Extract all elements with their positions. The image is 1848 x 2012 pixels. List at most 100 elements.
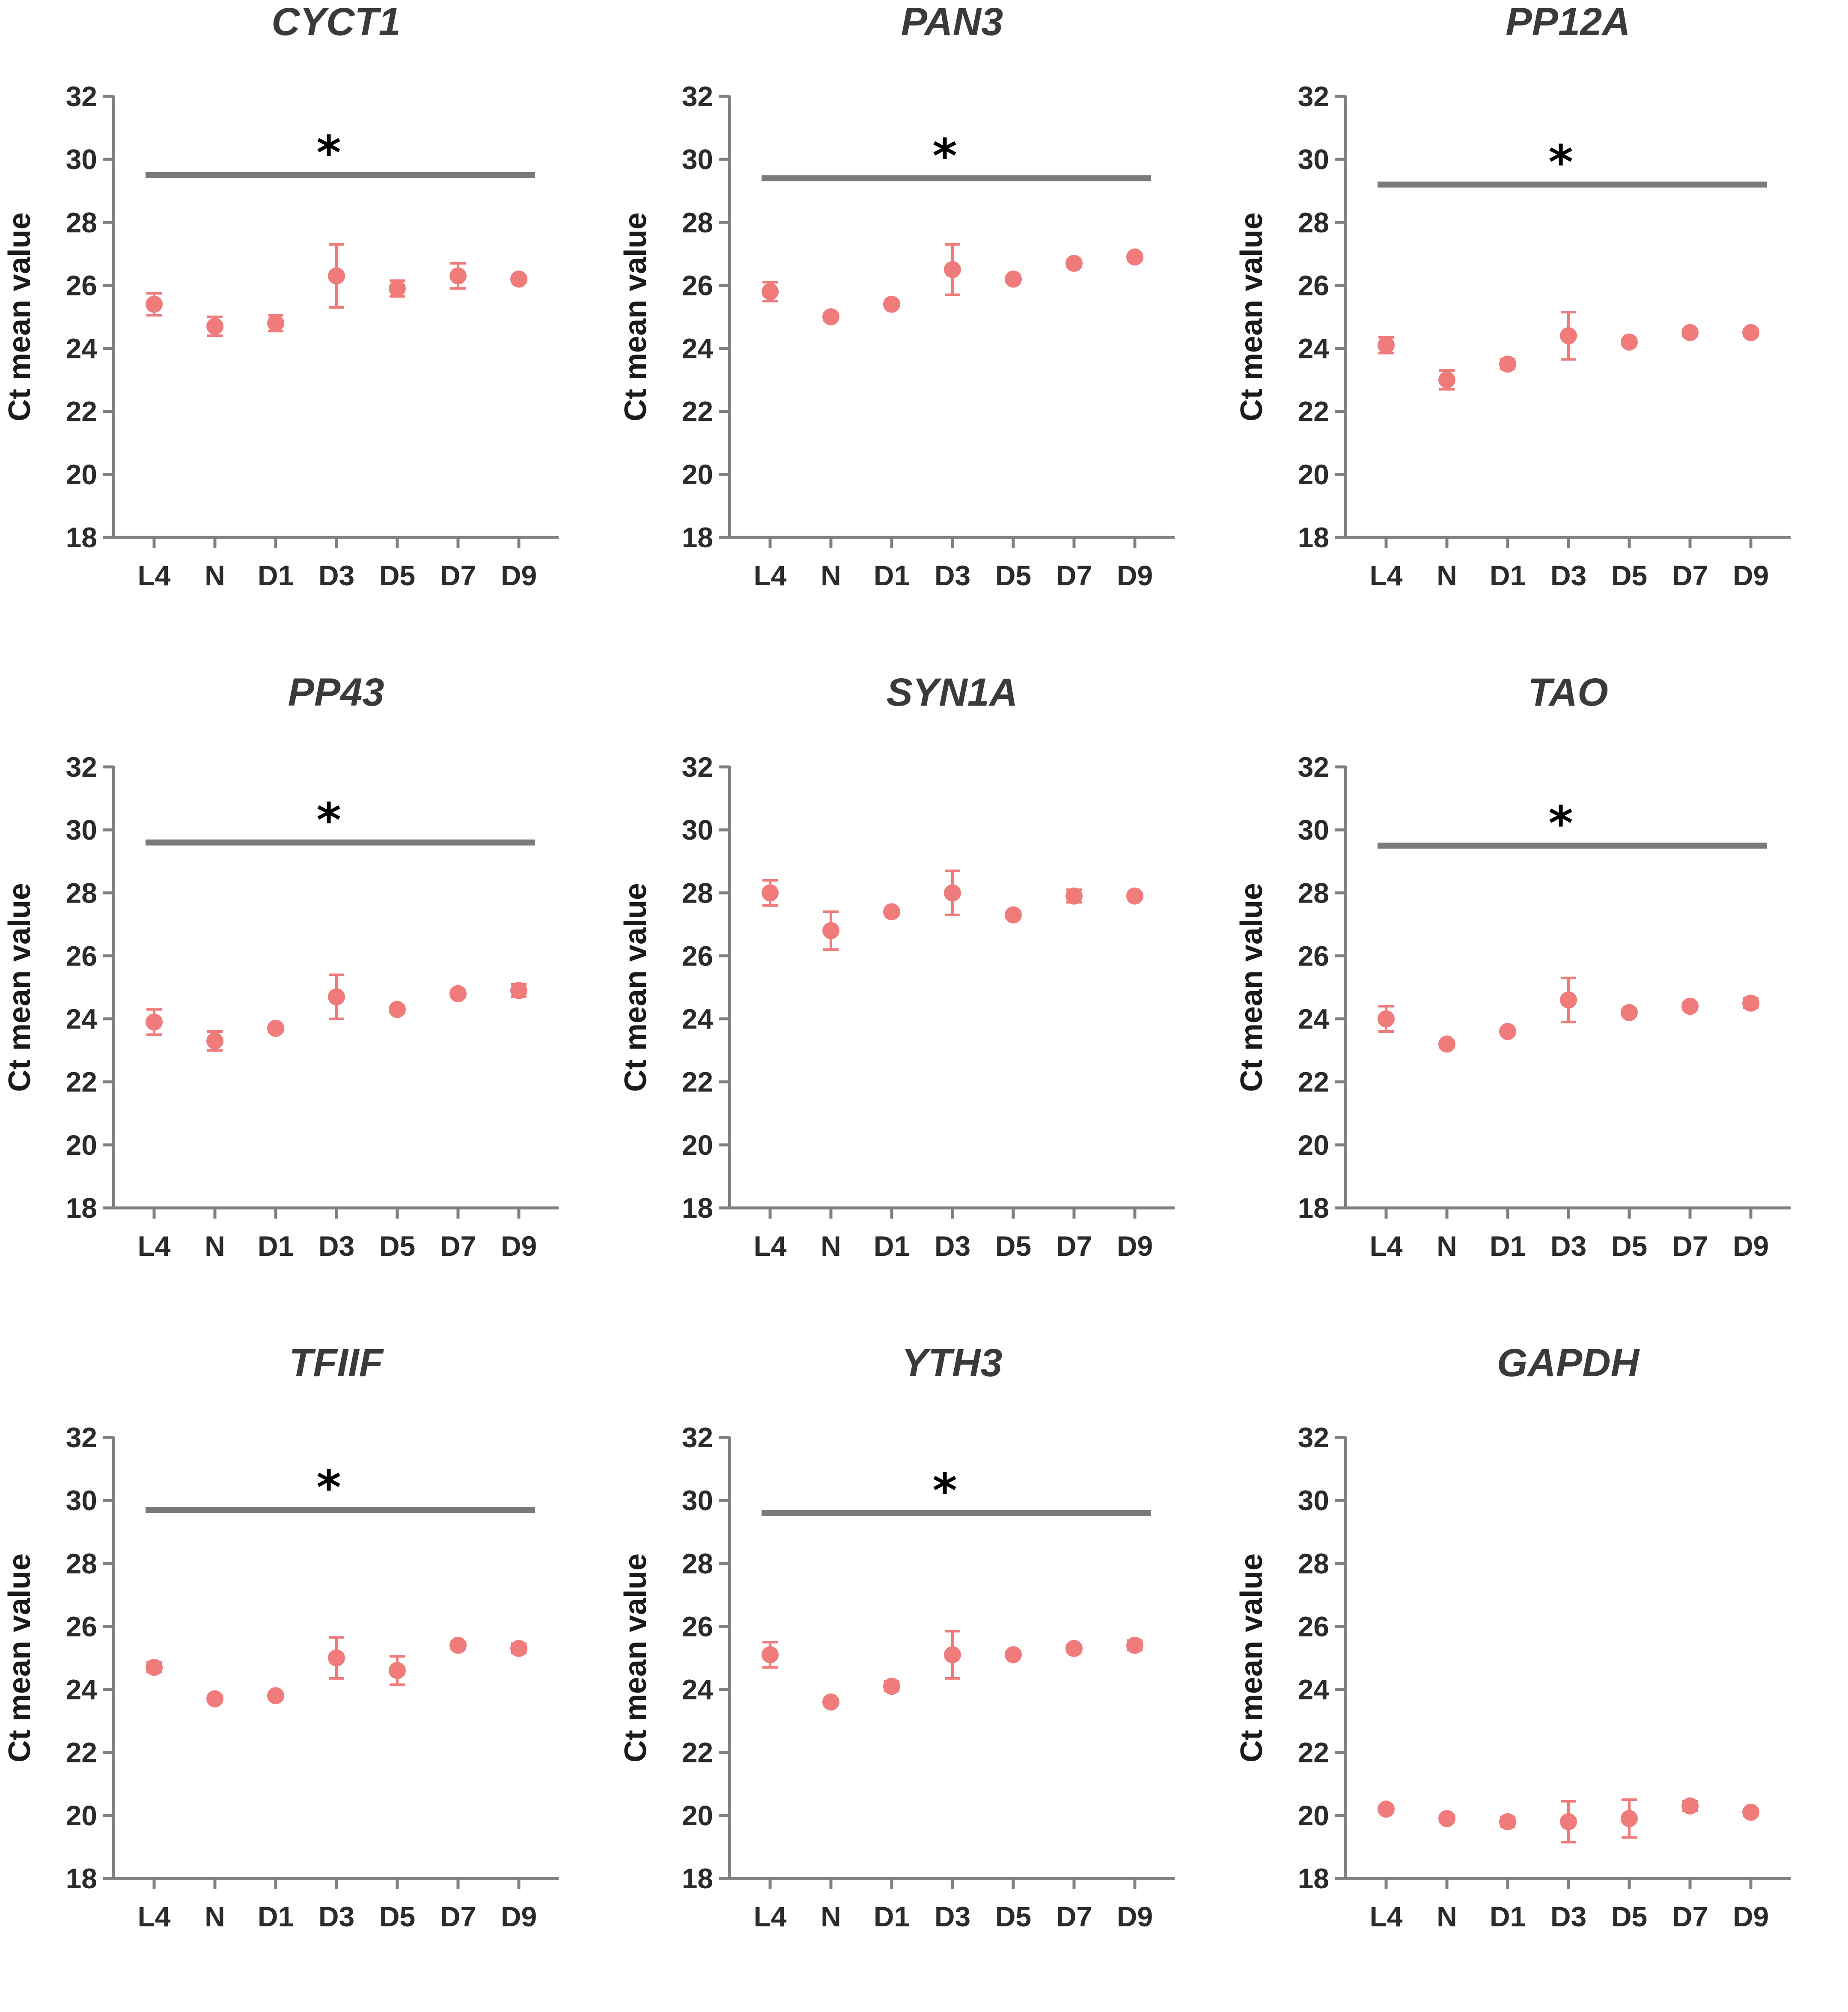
x-tick-label: D9: [1733, 560, 1769, 591]
data-point-d5: [1005, 906, 1022, 924]
data-point-d7: [1065, 887, 1083, 905]
x-tick-label: D3: [1550, 1230, 1586, 1262]
x-tick-label: N: [205, 560, 225, 591]
data-point-d7: [449, 267, 467, 285]
x-tick-label: N: [821, 560, 841, 591]
data-point-d1: [267, 1687, 284, 1705]
x-tick-label: N: [205, 1230, 225, 1262]
y-tick-label: 20: [1298, 459, 1329, 490]
chart-title: TFIIF: [289, 1341, 384, 1385]
x-tick-label: D1: [1490, 1901, 1526, 1932]
y-tick-label: 24: [682, 1003, 714, 1035]
data-point-d3: [944, 1646, 961, 1663]
y-tick-label: 18: [1298, 522, 1329, 553]
data-point-d3: [1560, 1813, 1577, 1830]
chart-title: YTH3: [902, 1341, 1002, 1385]
data-point-d1: [883, 903, 900, 921]
y-tick-label: 18: [682, 1192, 713, 1224]
y-axis-label: Ct mean value: [1235, 883, 1269, 1092]
y-tick-label: 22: [682, 396, 713, 427]
data-point-d7: [449, 985, 467, 1002]
x-tick-label: D7: [1056, 1901, 1092, 1932]
x-tick-label: D9: [1733, 1901, 1769, 1932]
y-tick-label: 20: [1298, 1800, 1329, 1831]
y-tick-label: 20: [1298, 1129, 1329, 1161]
y-tick-label: 24: [66, 1003, 98, 1035]
data-point-d9: [1742, 994, 1759, 1012]
y-tick-label: 28: [682, 206, 713, 238]
y-tick-label: 22: [66, 1737, 97, 1768]
chart-title: PAN3: [901, 0, 1003, 44]
y-tick-label: 28: [682, 877, 713, 909]
chart-svg: PP12A Ct mean value 18 20 22 24 26 28 30 32 L4 N D1 D…: [1235, 0, 1791, 591]
data-point-d9: [1126, 248, 1143, 266]
y-tick-label: 28: [1298, 877, 1329, 909]
chart-panel-pp43: PP43 Ct mean value 18 20 22 24 26 28 30 32 L4 N D1 D3…: [0, 671, 616, 1341]
y-axis-label: Ct mean value: [3, 883, 37, 1092]
data-point-d9: [1126, 887, 1143, 905]
y-tick-label: 32: [682, 751, 713, 783]
data-point-l4: [146, 1659, 163, 1676]
data-point-d1: [1499, 355, 1516, 373]
chart-title: TAO: [1528, 671, 1608, 714]
y-tick-label: 20: [682, 1129, 713, 1161]
y-tick-label: 22: [66, 1066, 97, 1098]
y-tick-label: 26: [682, 269, 713, 301]
y-tick-label: 18: [66, 1192, 97, 1224]
data-point-d5: [1005, 270, 1022, 288]
y-tick-label: 32: [1298, 80, 1329, 112]
y-tick-label: 32: [66, 751, 97, 783]
y-tick-label: 18: [682, 1863, 713, 1894]
y-tick-label: 24: [682, 333, 714, 364]
data-point-n: [1438, 371, 1455, 389]
x-tick-label: D7: [1672, 1230, 1708, 1262]
x-tick-label: D7: [1056, 560, 1092, 591]
data-point-d5: [389, 280, 406, 297]
data-point-d7: [449, 1636, 467, 1654]
chart-panel-tfiif: TFIIF Ct mean value 18 20 22 24 26 28 30 32 L4 N D1 D…: [0, 1341, 616, 2012]
data-point-l4: [146, 295, 163, 313]
x-tick-label: L4: [137, 1230, 170, 1262]
x-tick-label: L4: [1369, 560, 1402, 591]
chart-title: SYN1A: [887, 671, 1018, 714]
data-point-d5: [1621, 1810, 1638, 1827]
data-point-l4: [1378, 1800, 1395, 1818]
chart-svg: GAPDH Ct mean value 18 20 22 24 26 28 30 32 L4 N D1 D…: [1235, 1341, 1791, 1932]
x-tick-label: D7: [1672, 1901, 1708, 1932]
significance-asterisk: *: [1548, 796, 1573, 851]
y-tick-label: 22: [682, 1737, 713, 1768]
y-tick-label: 26: [66, 940, 97, 972]
chart-title: GAPDH: [1497, 1341, 1640, 1385]
data-point-n: [822, 308, 839, 325]
data-point-l4: [146, 1013, 163, 1031]
chart-panel-gapdh: GAPDH Ct mean value 18 20 22 24 26 28 30 32 L4 N D1 D…: [1232, 1341, 1848, 2012]
data-point-l4: [762, 283, 779, 301]
y-tick-label: 26: [66, 269, 97, 301]
data-point-d7: [1065, 1639, 1083, 1657]
y-tick-label: 32: [66, 80, 97, 112]
x-tick-label: D5: [379, 1230, 415, 1262]
data-point-d9: [1742, 1803, 1759, 1821]
x-tick-label: D3: [1550, 1901, 1586, 1932]
y-tick-label: 28: [66, 877, 97, 909]
data-point-d7: [1681, 324, 1699, 341]
x-tick-label: N: [1437, 1230, 1457, 1262]
x-tick-label: L4: [753, 560, 786, 591]
data-point-d9: [510, 1639, 527, 1657]
chart-panel-tao: TAO Ct mean value 18 20 22 24 26 28 30 32 L4 N D1 D3 D…: [1232, 671, 1848, 1341]
y-tick-label: 22: [66, 396, 97, 427]
y-tick-label: 28: [66, 1547, 97, 1579]
x-tick-label: L4: [137, 560, 170, 591]
data-point-d3: [328, 988, 345, 1006]
y-tick-label: 24: [1298, 1003, 1330, 1035]
data-point-d9: [1126, 1636, 1143, 1654]
y-tick-label: 30: [66, 1484, 97, 1516]
y-tick-label: 26: [1298, 940, 1329, 972]
x-tick-label: D5: [995, 1230, 1031, 1262]
data-point-l4: [762, 1646, 779, 1663]
y-tick-label: 28: [1298, 1547, 1329, 1579]
y-tick-label: 26: [66, 1610, 97, 1642]
y-tick-label: 24: [66, 333, 98, 364]
x-tick-label: D3: [318, 560, 354, 591]
y-tick-label: 28: [66, 206, 97, 238]
